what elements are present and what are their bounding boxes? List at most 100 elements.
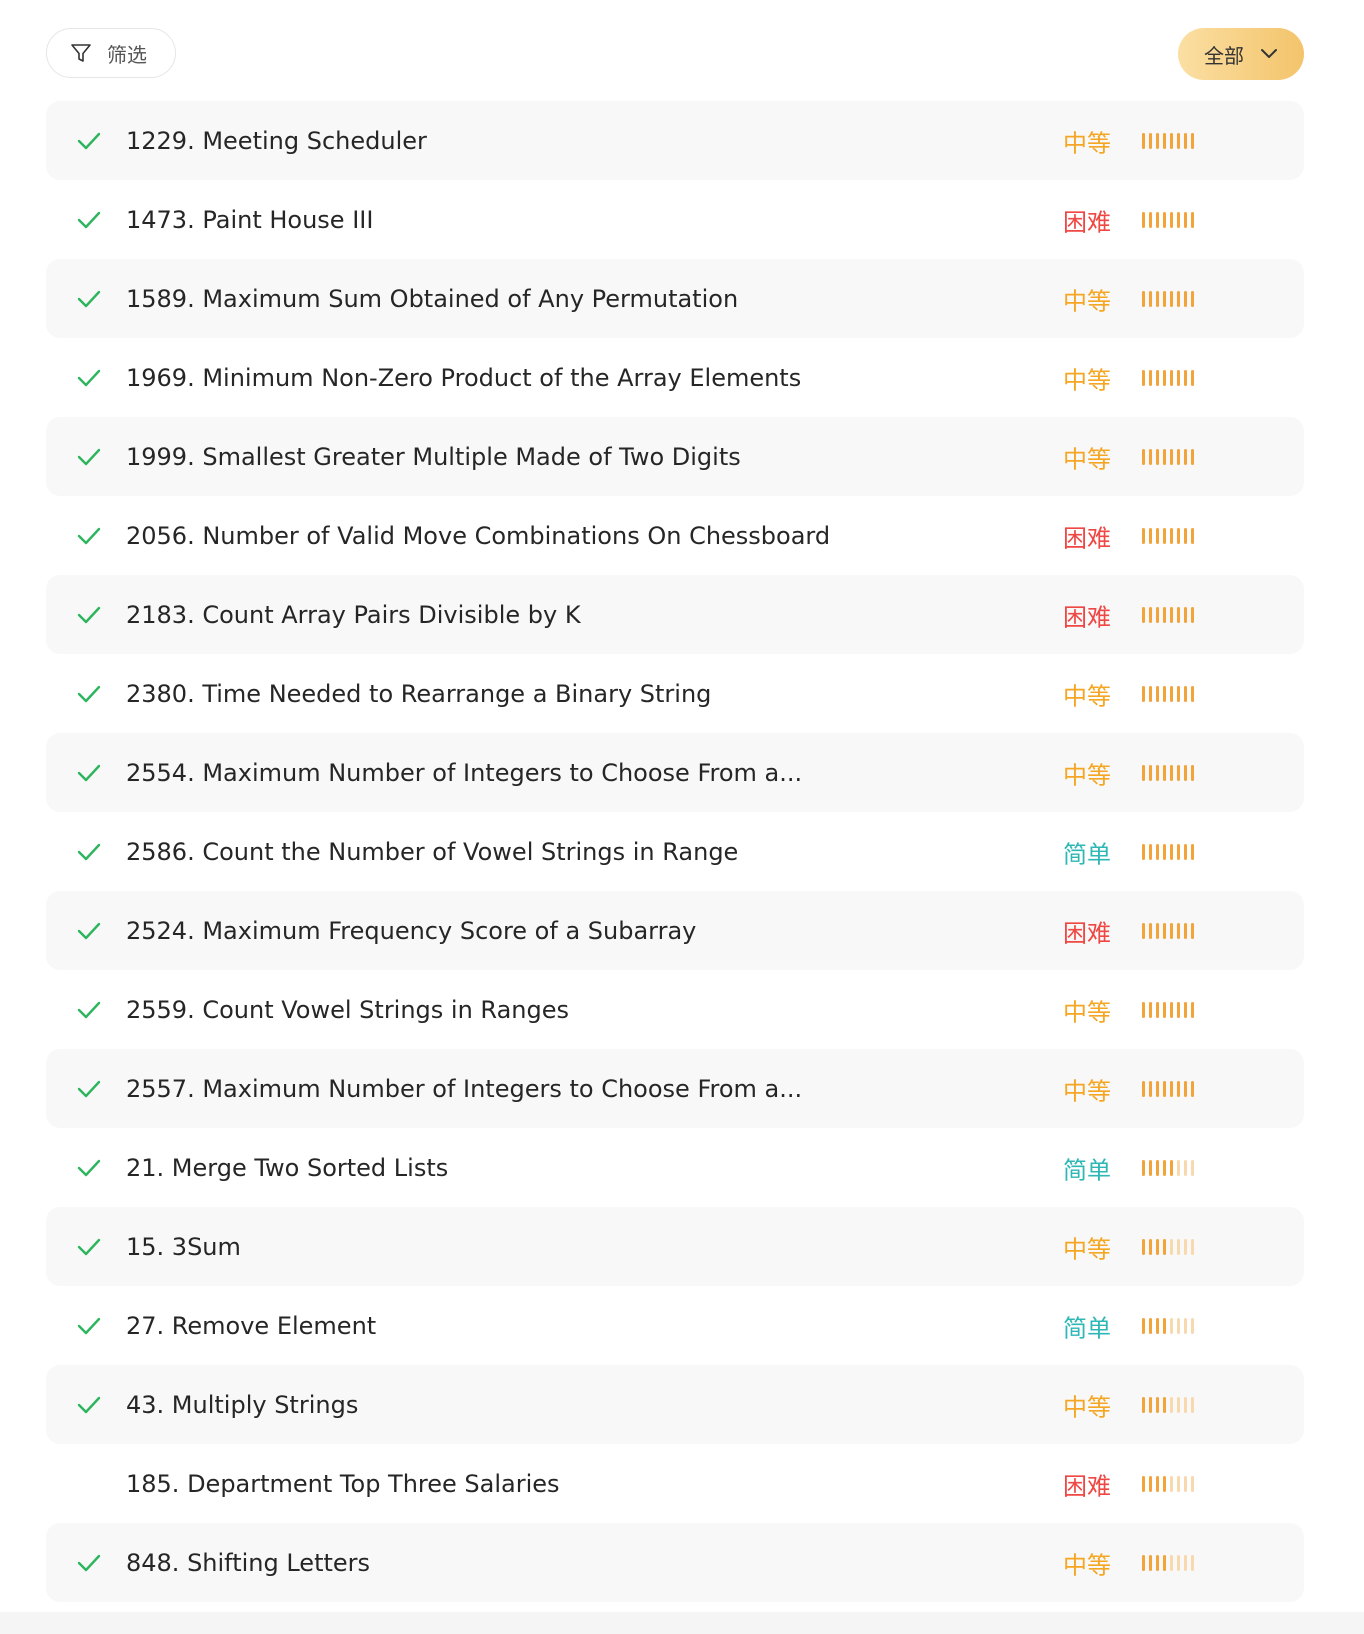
- problem-row[interactable]: 1999. Smallest Greater Multiple Made of …: [46, 417, 1304, 496]
- problem-title[interactable]: 1589. Maximum Sum Obtained of Any Permut…: [126, 284, 739, 313]
- acceptance-bar: [1170, 290, 1173, 307]
- problem-title[interactable]: 848. Shifting Letters: [126, 1548, 371, 1577]
- problem-row[interactable]: 2380. Time Needed to Rearrange a Binary …: [46, 654, 1304, 733]
- acceptance-bar: [1191, 685, 1194, 702]
- problem-row[interactable]: 2524. Maximum Frequency Score of a Subar…: [46, 891, 1304, 970]
- problem-title[interactable]: 2559. Count Vowel Strings in Ranges: [126, 995, 570, 1024]
- problem-title[interactable]: 1473. Paint House III: [126, 205, 374, 234]
- problem-title[interactable]: 15. 3Sum: [126, 1232, 241, 1261]
- problem-row[interactable]: 1473. Paint House III 困难: [46, 180, 1304, 259]
- problem-row[interactable]: 2559. Count Vowel Strings in Ranges 中等: [46, 970, 1304, 1049]
- acceptance-bar: [1163, 922, 1166, 939]
- acceptance-bar: [1177, 1396, 1180, 1413]
- acceptance-bar: [1191, 211, 1194, 228]
- problem-row[interactable]: 27. Remove Element 简单: [46, 1286, 1304, 1365]
- acceptance-bar: [1142, 843, 1145, 860]
- acceptance-bar: [1156, 132, 1159, 149]
- problem-title[interactable]: 185. Department Top Three Salaries: [126, 1469, 560, 1498]
- acceptance-bar: [1177, 1317, 1180, 1334]
- acceptance-bar: [1184, 290, 1187, 307]
- solved-check-icon: [77, 1317, 101, 1334]
- problem-row[interactable]: 848. Shifting Letters 中等: [46, 1523, 1304, 1602]
- acceptance-bar: [1156, 1238, 1159, 1255]
- acceptance-level-bars: [1142, 527, 1194, 544]
- problem-row[interactable]: 2557. Maximum Number of Integers to Choo…: [46, 1049, 1304, 1128]
- problem-row[interactable]: 15. 3Sum 中等: [46, 1207, 1304, 1286]
- problem-title[interactable]: 1969. Minimum Non-Zero Product of the Ar…: [126, 363, 802, 392]
- problem-row[interactable]: 1589. Maximum Sum Obtained of Any Permut…: [46, 259, 1304, 338]
- problem-title[interactable]: 1999. Smallest Greater Multiple Made of …: [126, 442, 741, 471]
- problem-row[interactable]: 1969. Minimum Non-Zero Product of the Ar…: [46, 338, 1304, 417]
- problem-title[interactable]: 21. Merge Two Sorted Lists: [126, 1153, 449, 1182]
- acceptance-bar: [1170, 1554, 1173, 1571]
- filter-funnel-icon: [71, 44, 91, 62]
- acceptance-bar: [1163, 1080, 1166, 1097]
- acceptance-bar: [1163, 132, 1166, 149]
- difficulty-badge: 中等: [1063, 366, 1111, 394]
- problem-title[interactable]: 43. Multiply Strings: [126, 1390, 359, 1419]
- acceptance-bar: [1149, 211, 1152, 228]
- acceptance-bar: [1156, 1001, 1159, 1018]
- acceptance-bar: [1163, 1001, 1166, 1018]
- acceptance-bar: [1156, 1396, 1159, 1413]
- acceptance-bar: [1191, 606, 1194, 623]
- acceptance-level-bars: [1142, 369, 1194, 386]
- acceptance-bar: [1177, 1159, 1180, 1176]
- acceptance-level-bars: [1142, 1159, 1194, 1176]
- acceptance-bar: [1149, 1475, 1152, 1492]
- acceptance-level-bars: [1142, 211, 1194, 228]
- acceptance-bar: [1184, 1080, 1187, 1097]
- acceptance-bar: [1163, 606, 1166, 623]
- difficulty-badge: 中等: [1063, 998, 1111, 1026]
- problem-title[interactable]: 2183. Count Array Pairs Divisible by K: [126, 600, 581, 629]
- solved-check-icon: [77, 1554, 101, 1571]
- problem-title[interactable]: 2586. Count the Number of Vowel Strings …: [126, 837, 739, 866]
- problem-row[interactable]: 2183. Count Array Pairs Divisible by K 困难: [46, 575, 1304, 654]
- problem-title[interactable]: 27. Remove Element: [126, 1311, 377, 1340]
- problem-title[interactable]: 2056. Number of Valid Move Combinations …: [126, 521, 831, 550]
- problem-row[interactable]: 1229. Meeting Scheduler 中等: [46, 101, 1304, 180]
- all-dropdown-button[interactable]: 全部: [1178, 28, 1304, 80]
- acceptance-bar: [1163, 290, 1166, 307]
- acceptance-bar: [1142, 448, 1145, 465]
- problem-title[interactable]: 2380. Time Needed to Rearrange a Binary …: [126, 679, 712, 708]
- acceptance-bar: [1170, 1475, 1173, 1492]
- difficulty-badge: 简单: [1063, 840, 1111, 868]
- problem-list: 1229. Meeting Scheduler 中等 1473. Paint Hou…: [46, 101, 1304, 1602]
- acceptance-bar: [1177, 448, 1180, 465]
- acceptance-bar: [1177, 1001, 1180, 1018]
- acceptance-bar: [1142, 369, 1145, 386]
- problem-row[interactable]: 21. Merge Two Sorted Lists 简单: [46, 1128, 1304, 1207]
- acceptance-bar: [1142, 132, 1145, 149]
- solved-check-icon: [77, 922, 101, 939]
- acceptance-bar: [1177, 606, 1180, 623]
- problem-row[interactable]: 185. Department Top Three Salaries 困难: [46, 1444, 1304, 1523]
- problem-row[interactable]: 43. Multiply Strings 中等: [46, 1365, 1304, 1444]
- acceptance-bar: [1184, 1001, 1187, 1018]
- acceptance-level-bars: [1142, 132, 1194, 149]
- problem-row[interactable]: 2554. Maximum Number of Integers to Choo…: [46, 733, 1304, 812]
- acceptance-bar: [1142, 1001, 1145, 1018]
- acceptance-bar: [1142, 606, 1145, 623]
- acceptance-level-bars: [1142, 764, 1194, 781]
- problem-title[interactable]: 1229. Meeting Scheduler: [126, 126, 427, 155]
- problem-row[interactable]: 2586. Count the Number of Vowel Strings …: [46, 812, 1304, 891]
- solved-check-icon: [77, 1080, 101, 1097]
- acceptance-bar: [1163, 211, 1166, 228]
- problem-row[interactable]: 2056. Number of Valid Move Combinations …: [46, 496, 1304, 575]
- acceptance-bar: [1142, 1080, 1145, 1097]
- problem-title[interactable]: 2524. Maximum Frequency Score of a Subar…: [126, 916, 697, 945]
- filter-button[interactable]: 筛选: [46, 28, 176, 78]
- acceptance-bar: [1142, 1554, 1145, 1571]
- acceptance-level-bars: [1142, 685, 1194, 702]
- solved-check-icon: [77, 764, 101, 781]
- problem-title[interactable]: 2554. Maximum Number of Integers to Choo…: [126, 758, 803, 787]
- problem-title[interactable]: 2557. Maximum Number of Integers to Choo…: [126, 1074, 803, 1103]
- acceptance-bar: [1191, 1238, 1194, 1255]
- acceptance-level-bars: [1142, 1238, 1194, 1255]
- acceptance-bar: [1184, 369, 1187, 386]
- toolbar: 筛选 全部: [46, 28, 1304, 80]
- difficulty-badge: 中等: [1063, 287, 1111, 315]
- acceptance-bar: [1156, 685, 1159, 702]
- acceptance-bar: [1170, 369, 1173, 386]
